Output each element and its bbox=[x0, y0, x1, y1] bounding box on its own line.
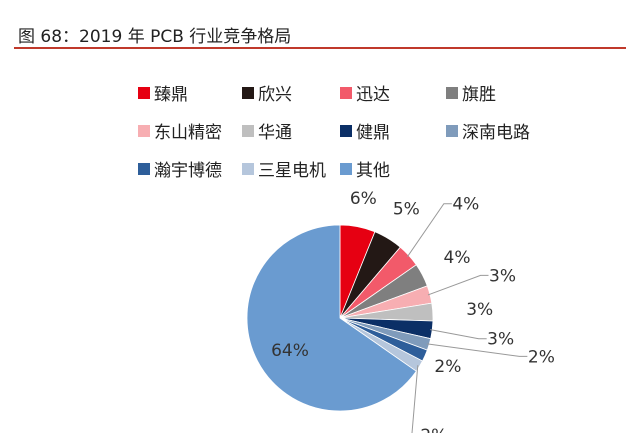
legend-item: 臻鼎 bbox=[138, 80, 188, 105]
legend-swatch bbox=[242, 124, 254, 137]
legend-item: 深南电路 bbox=[446, 118, 530, 143]
leader-line bbox=[406, 203, 452, 258]
data-label: 64% bbox=[271, 341, 309, 361]
data-label: 5% bbox=[393, 200, 420, 220]
legend-label: 健鼎 bbox=[356, 123, 390, 143]
legend-label: 欣兴 bbox=[258, 85, 292, 105]
legend-swatch bbox=[242, 86, 254, 99]
legend-item: 迅达 bbox=[340, 80, 390, 105]
legend-swatch bbox=[446, 124, 458, 137]
figure-title: 图 68：2019 年 PCB 行业竞争格局 bbox=[18, 27, 292, 47]
legend-swatch bbox=[138, 162, 150, 175]
data-label: 2% bbox=[420, 426, 447, 433]
leader-line bbox=[430, 329, 487, 340]
legend-label: 华通 bbox=[258, 123, 292, 143]
legend-label: 东山精密 bbox=[154, 123, 222, 143]
legend-label: 三星电机 bbox=[258, 161, 326, 181]
data-label: 4% bbox=[444, 248, 471, 268]
legend-label: 旗胜 bbox=[462, 85, 496, 105]
legend-item: 三星电机 bbox=[242, 156, 326, 181]
leader-line bbox=[427, 343, 528, 357]
legend-item: 旗胜 bbox=[446, 80, 496, 105]
data-label: 6% bbox=[350, 189, 377, 209]
data-label: 3% bbox=[489, 266, 516, 286]
data-label: 3% bbox=[466, 300, 493, 320]
legend-item: 其他 bbox=[340, 156, 390, 181]
data-label: 2% bbox=[528, 347, 555, 367]
leader-line bbox=[411, 365, 419, 433]
legend-swatch bbox=[138, 124, 150, 137]
leader-line bbox=[427, 274, 489, 296]
legend-swatch bbox=[340, 162, 352, 175]
data-label: 3% bbox=[487, 330, 514, 350]
legend-swatch bbox=[446, 86, 458, 99]
legend-swatch bbox=[138, 86, 150, 99]
legend-label: 瀚宇博德 bbox=[154, 161, 222, 181]
legend-swatch bbox=[242, 162, 254, 175]
legend-item: 东山精密 bbox=[138, 118, 222, 143]
legend-label: 其他 bbox=[356, 161, 390, 181]
legend-swatch bbox=[340, 124, 352, 137]
legend-label: 深南电路 bbox=[462, 123, 530, 143]
data-label: 4% bbox=[452, 195, 479, 215]
legend-item: 欣兴 bbox=[242, 80, 292, 105]
legend-item: 瀚宇博德 bbox=[138, 156, 222, 181]
title-underline bbox=[14, 47, 626, 49]
legend-label: 迅达 bbox=[356, 85, 390, 105]
pie-slice bbox=[246, 224, 417, 412]
data-label: 2% bbox=[434, 357, 461, 377]
legend-item: 健鼎 bbox=[340, 118, 390, 143]
legend-item: 华通 bbox=[242, 118, 292, 143]
legend-swatch bbox=[340, 86, 352, 99]
legend-label: 臻鼎 bbox=[154, 85, 188, 105]
